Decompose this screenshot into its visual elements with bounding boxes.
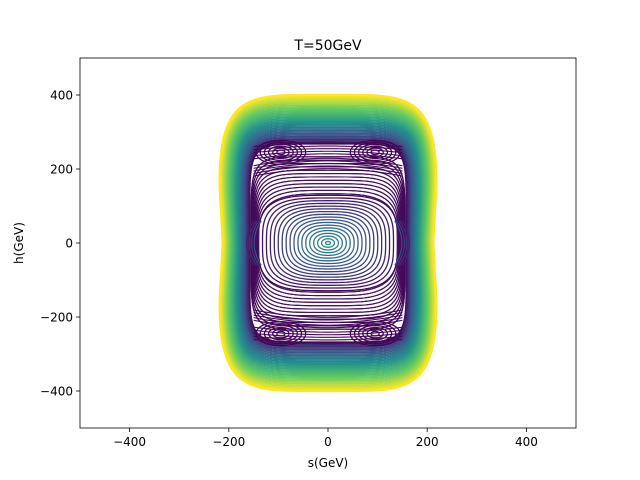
contour-saddle-side [394,220,403,266]
y-tick-label: −400 [40,385,73,399]
contour-outer [228,110,428,376]
contour-outer [244,135,412,351]
contour-band [251,162,405,324]
contour-band [252,166,404,320]
contour-band [254,176,402,310]
contour-minimum [263,143,299,161]
contour-outer [231,114,425,372]
contour-outer [237,125,419,361]
contour-center [324,240,332,246]
contour-outer [236,123,420,363]
contour-band [253,173,403,313]
contour-saddle-side [401,220,410,266]
contour-saddle [253,145,403,151]
contour-band [257,189,399,297]
contour-center [309,229,347,257]
contour-saddle [253,335,403,341]
contour-outer [247,140,409,346]
contour-band [255,179,401,307]
y-tick-label: 400 [50,89,73,103]
contour-saddle [253,168,403,177]
contour-center [265,200,391,286]
y-axis-label: h(GeV) [12,222,26,264]
contour-saddle-side [248,220,257,266]
contour-saddle [253,326,403,333]
contour-saddle [253,311,403,321]
contour-center [277,208,379,278]
contour-center [297,221,359,265]
contour-saddle [253,160,403,169]
x-tick-label: 400 [515,435,538,449]
contour-saddle [253,332,403,338]
contour-saddle [253,165,403,175]
x-axis-label: s(GeV) [308,456,349,470]
contour-saddle [253,314,403,324]
y-tick-label: 0 [65,237,73,251]
contour-outer [241,131,415,355]
contour-saddle [253,157,403,167]
contour-saddle [253,329,403,336]
contour-saddle [253,309,403,318]
x-tick-label: −200 [212,435,245,449]
contour-outer [242,132,414,354]
contour-band [255,183,401,303]
contour-saddle [253,148,403,154]
contour-center [269,202,387,284]
contour-band [252,166,404,320]
x-tick-label: 0 [324,435,332,449]
contour-center [301,224,355,262]
contour-outer [240,129,416,357]
contour-center [293,219,363,267]
contour-band [258,193,398,293]
contour-outer [239,128,417,358]
contour-saddle [253,338,403,344]
contour-outer [232,116,424,370]
contour-lines [218,93,438,393]
contour-outer [238,126,418,360]
y-tick-label: 200 [50,163,73,177]
contour-saddle [253,317,403,326]
chart-title: T=50GeV [293,38,362,54]
y-tick-label: −200 [40,311,73,325]
contour-saddle [253,150,403,157]
contour-center [313,232,343,254]
contour-minimum [263,325,299,343]
contour-saddle-side [399,220,408,266]
contour-center [320,238,336,248]
contour-outer [236,122,420,364]
contour-band [254,176,402,310]
contour-center [285,213,371,273]
contour-center [289,216,367,270]
contour-outer [230,113,426,373]
x-tick-label: 200 [416,435,439,449]
contour-center [273,205,383,281]
contour-saddle-side [246,220,255,266]
contour-outer [235,120,421,366]
contour-saddle [253,153,403,160]
contour-center [316,235,340,251]
contour-outer [234,119,422,367]
contour-band [256,186,400,300]
contour-saddle-side [253,220,262,266]
x-tick-label: −400 [113,435,146,449]
contour-saddle [253,162,403,172]
x-axis: −400 −200 0 200 400 [113,428,538,449]
contour-band [253,173,403,313]
contour-outer [218,93,438,393]
contour-saddle-side [396,220,405,266]
contour-center [257,194,399,292]
contour-center [261,197,395,289]
contour-center [281,210,375,276]
contour-center [305,227,351,259]
contour-saddle [253,142,403,148]
contour-outer [243,134,413,352]
contour-saddle [253,319,403,329]
y-axis: −400 −200 0 200 400 [40,89,80,399]
contour-saddle-side [251,220,260,266]
contour-outer [233,117,423,369]
